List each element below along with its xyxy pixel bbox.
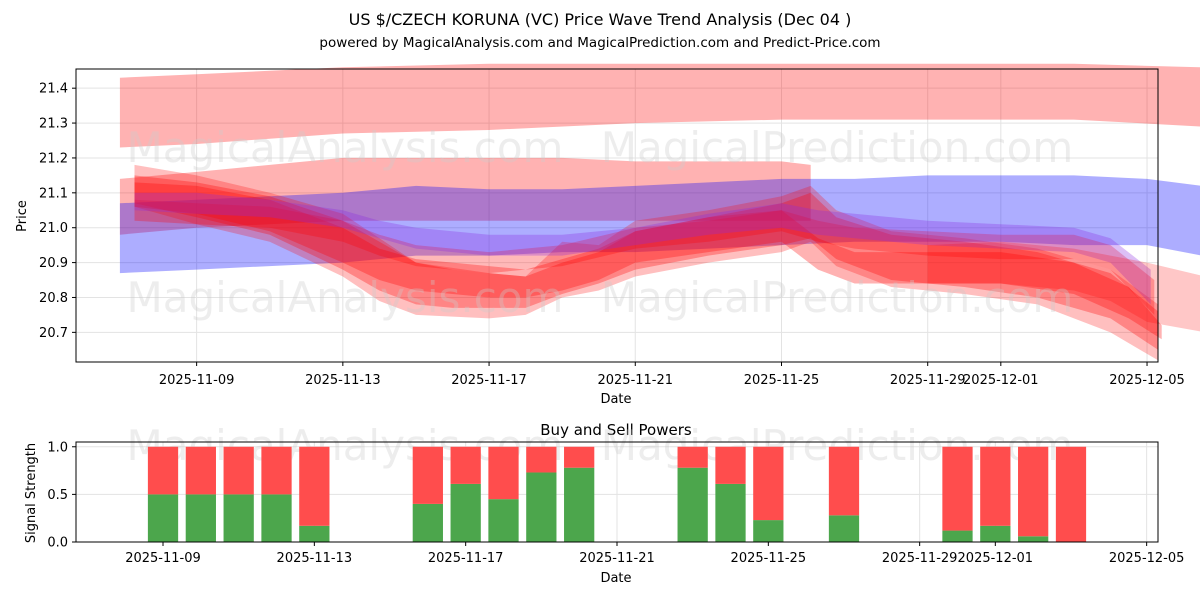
top-y-tick-label: 21.3	[39, 117, 68, 132]
bottom-chart-title: Buy and Sell Powers	[540, 421, 692, 439]
sell-bar	[223, 446, 254, 495]
buy-sell-bars	[147, 446, 1087, 542]
buy-bar	[299, 525, 330, 542]
sell-bar	[450, 446, 481, 484]
sell-bar	[828, 446, 860, 516]
top-y-tick-label: 21.2	[39, 151, 68, 166]
top-x-axis-label: Date	[600, 392, 631, 407]
buy-bar	[185, 494, 216, 542]
sell-bar	[1018, 446, 1049, 537]
buy-bar	[828, 515, 860, 542]
sell-bar	[147, 446, 179, 495]
top-y-tick-label: 21.1	[39, 186, 68, 201]
buy-bar	[450, 483, 481, 542]
top-plot-frame	[75, 68, 1159, 363]
buy-bar	[715, 483, 746, 542]
price-band-red-0	[119, 63, 1200, 148]
buy-bar	[677, 467, 708, 542]
buy-bar	[980, 525, 1011, 542]
bottom-y-axis-label: Signal Strength	[24, 443, 39, 543]
bottom-x-tick-label: 2025-11-25	[731, 551, 807, 566]
buy-bar	[412, 503, 443, 542]
chart-subtitle: powered by MagicalAnalysis.com and Magic…	[319, 35, 880, 51]
sell-bar	[261, 446, 292, 495]
top-y-tick-label: 20.7	[39, 326, 68, 341]
bottom-x-tick-label: 2025-11-29	[882, 551, 958, 566]
sell-bar	[980, 446, 1011, 526]
sell-bar	[753, 446, 784, 521]
sell-bar	[677, 446, 708, 468]
sell-bar	[715, 446, 746, 484]
top-axis-ticks: 2025-11-09 2025-11-13 2025-11-17 2025-11-21…	[39, 82, 1185, 388]
top-x-tick-label: 2025-11-09	[159, 373, 235, 388]
sell-bar	[564, 446, 595, 468]
price-band-red-4	[134, 175, 1158, 350]
price-band-red-6	[134, 199, 1155, 315]
bottom-x-tick-label: 2025-11-09	[125, 551, 201, 566]
sell-bar	[526, 446, 557, 473]
buy-bar	[488, 499, 519, 542]
top-y-tick-label: 20.8	[39, 291, 68, 306]
price-band-purple-7	[134, 192, 1151, 305]
buy-bar	[526, 472, 557, 542]
buy-bar	[1018, 536, 1049, 542]
bottom-x-tick-label: 2025-11-21	[579, 551, 655, 566]
bottom-axis-ticks: 2025-11-09 2025-11-13 2025-11-17 2025-11-21…	[47, 440, 1184, 566]
top-y-tick-label: 21.4	[39, 82, 68, 97]
buy-bar	[753, 520, 784, 542]
bottom-y-tick-label: 0.5	[47, 488, 68, 503]
buy-bar	[564, 467, 595, 542]
sell-bar	[488, 446, 519, 500]
buy-bar	[261, 494, 292, 542]
top-x-tick-label: 2025-12-05	[1109, 373, 1185, 388]
top-grid	[76, 69, 1158, 362]
bottom-y-tick-label: 1.0	[47, 440, 68, 455]
top-x-tick-label: 2025-12-01	[963, 373, 1039, 388]
price-band-red-1	[119, 157, 811, 235]
bottom-x-axis-label: Date	[600, 571, 631, 586]
bottom-y-tick-label: 0.0	[47, 536, 68, 551]
chart-title: US $/CZECH KORUNA (VC) Price Wave Trend …	[349, 10, 852, 29]
top-watermarks: MagicalAnalysis.com MagicalPrediction.co…	[127, 123, 1074, 322]
price-band-blue-2	[119, 175, 1200, 274]
sell-bar	[412, 446, 443, 504]
sell-bar	[1055, 446, 1087, 542]
top-y-tick-label: 21.0	[39, 221, 68, 236]
buy-bar	[147, 494, 179, 542]
price-bands	[119, 63, 1200, 361]
sell-bar	[942, 446, 973, 531]
top-x-tick-label: 2025-11-17	[451, 373, 527, 388]
bottom-x-tick-label: 2025-12-01	[958, 551, 1034, 566]
watermark-mid-right: MagicalPrediction.com	[601, 273, 1074, 322]
watermark-mid-left: MagicalAnalysis.com	[127, 273, 564, 322]
top-y-axis-label: Price	[15, 200, 30, 232]
bottom-x-tick-label: 2025-11-17	[428, 551, 504, 566]
sell-bar	[299, 446, 330, 526]
buy-bar	[942, 530, 973, 542]
watermark-top-right: MagicalPrediction.com	[601, 123, 1074, 172]
top-x-tick-label: 2025-11-25	[744, 373, 820, 388]
price-band-red-3	[134, 164, 1158, 361]
sell-bar	[185, 446, 216, 495]
buy-bar	[223, 494, 254, 542]
bottom-x-tick-label: 2025-11-13	[277, 551, 353, 566]
price-wave-plot: MagicalAnalysis.com MagicalPrediction.co…	[15, 63, 1200, 407]
bottom-x-tick-label: 2025-12-05	[1109, 551, 1185, 566]
top-y-tick-label: 20.9	[39, 256, 68, 271]
price-band-red-8	[927, 241, 1200, 332]
buy-sell-plot: Buy and Sell Powers MagicalAnalysis.com …	[24, 421, 1184, 586]
top-x-tick-label: 2025-11-29	[890, 373, 966, 388]
price-band-red-5	[134, 182, 1162, 340]
top-x-tick-label: 2025-11-21	[597, 373, 673, 388]
top-x-tick-label: 2025-11-13	[305, 373, 381, 388]
watermark-top-left: MagicalAnalysis.com	[127, 123, 564, 172]
